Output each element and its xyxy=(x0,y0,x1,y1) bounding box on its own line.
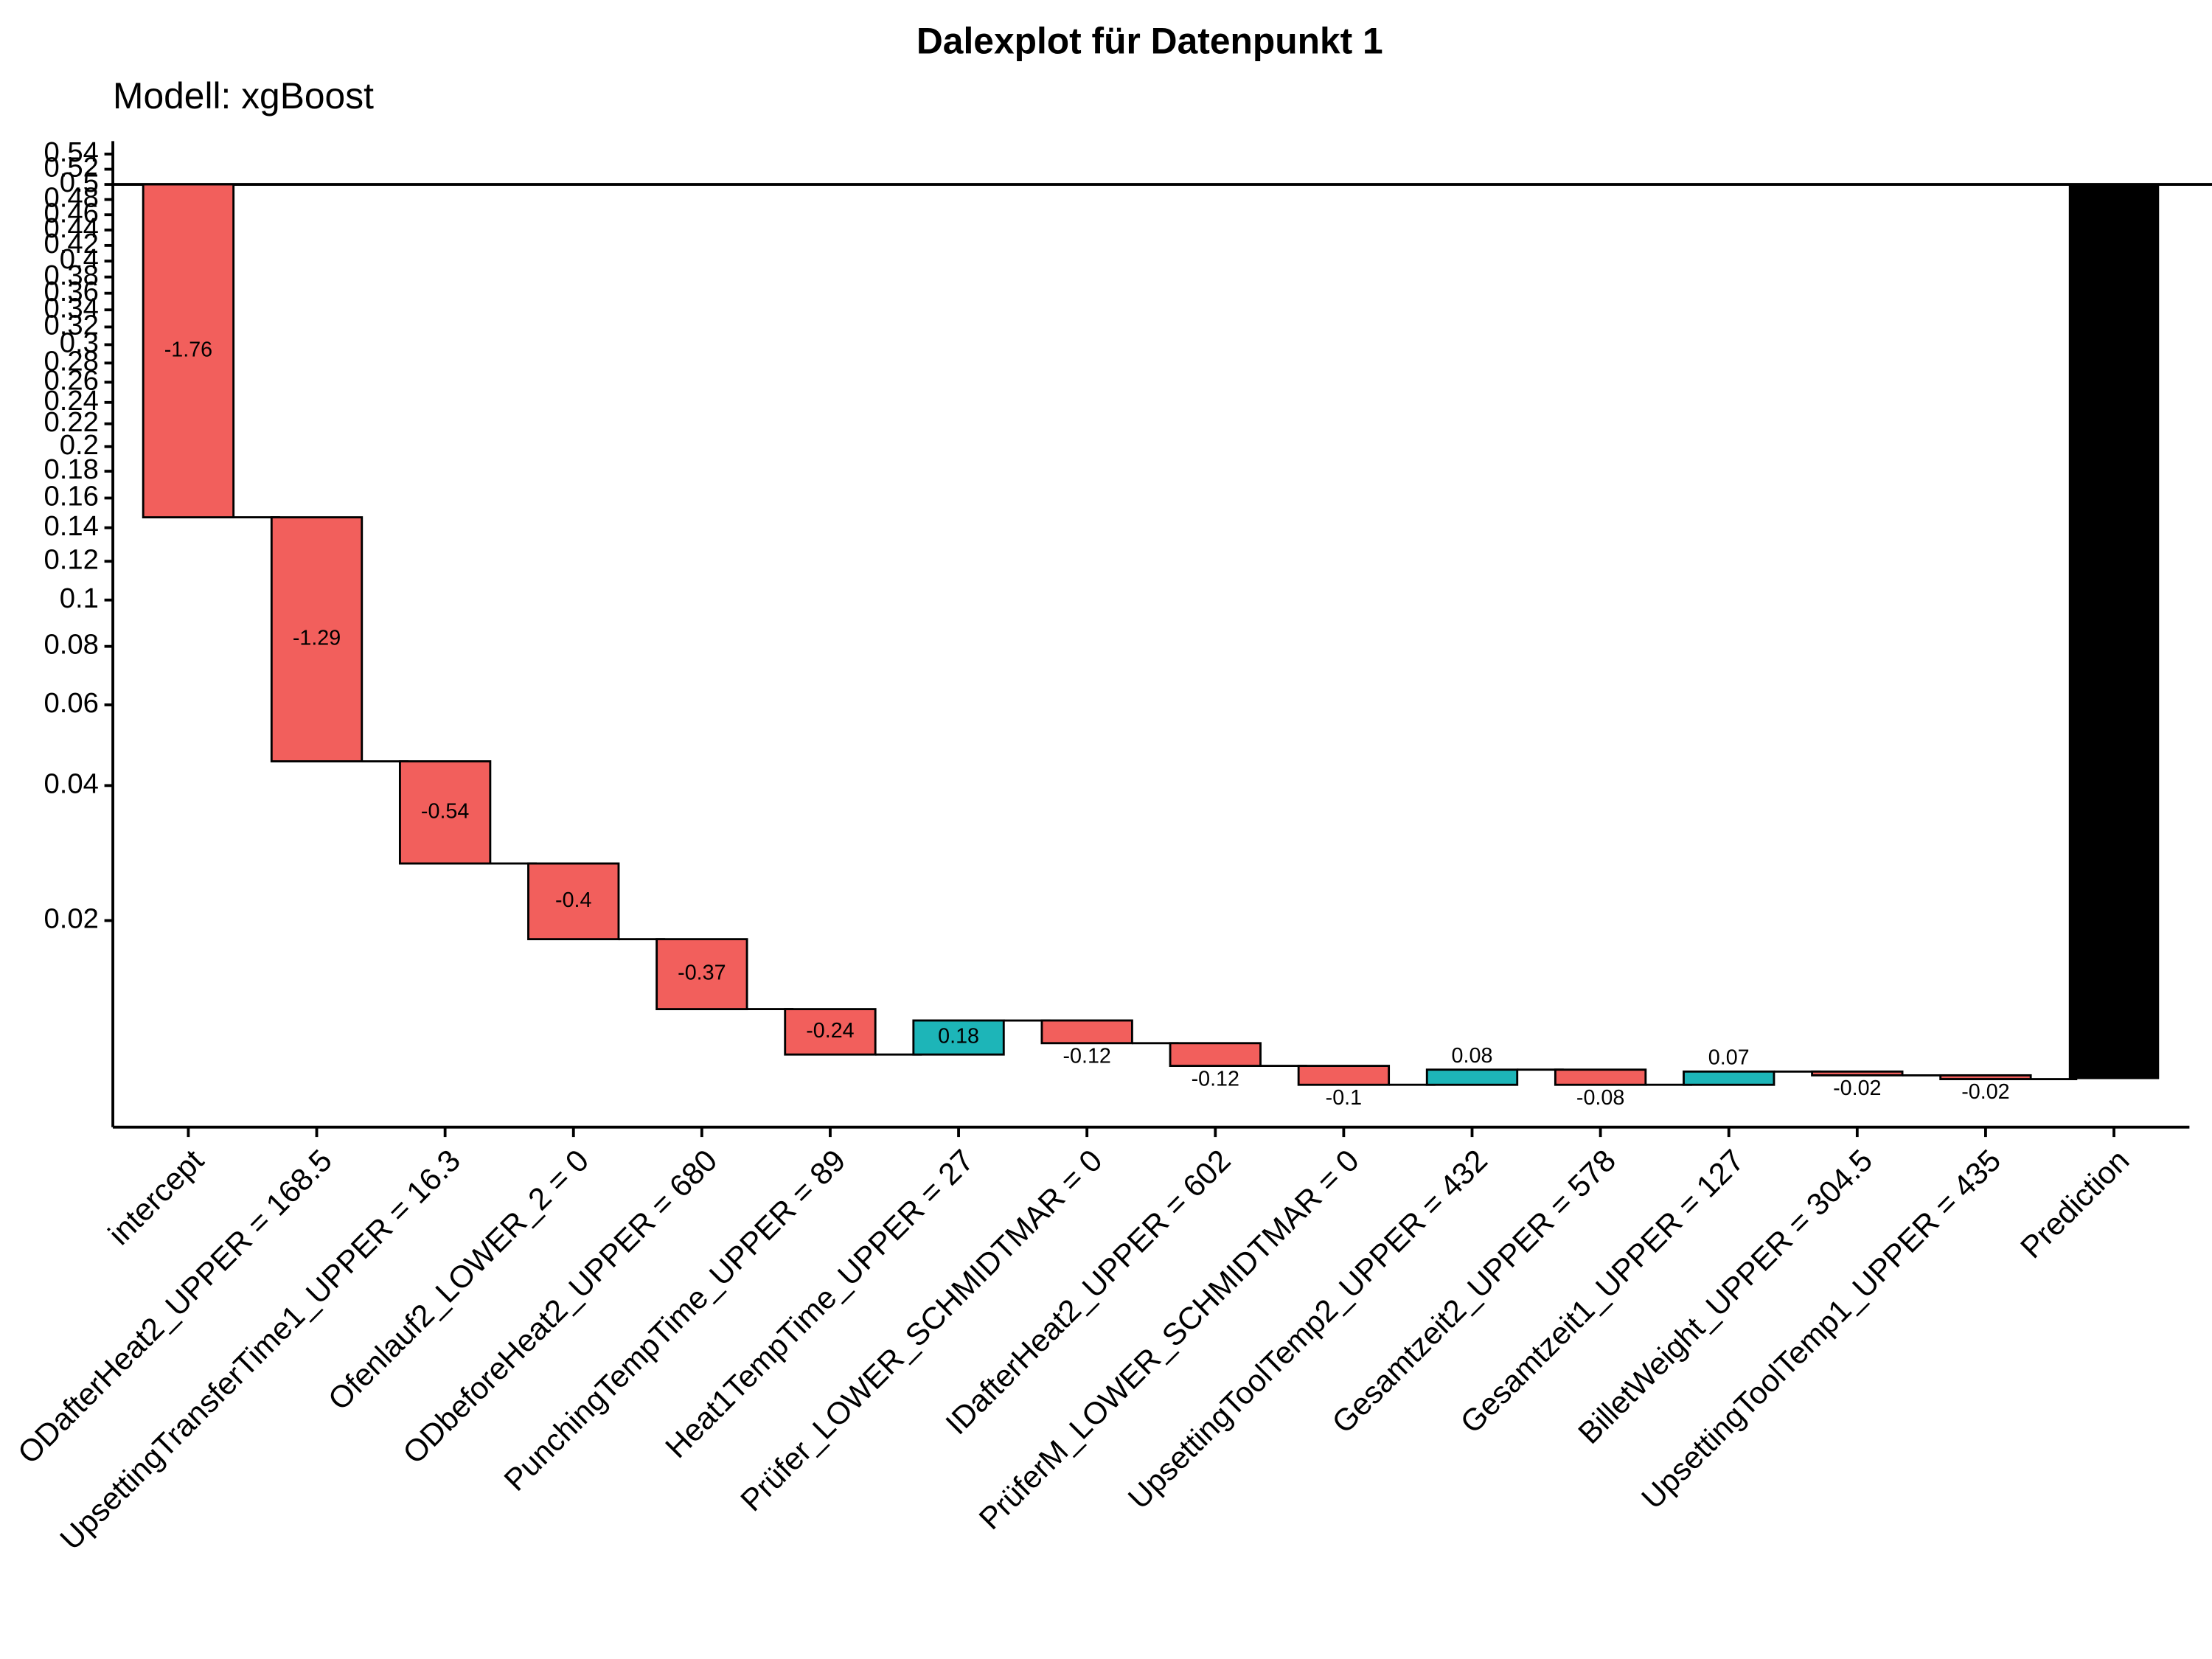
y-tick-label: 0.06 xyxy=(44,687,98,719)
y-tick-label: 0.08 xyxy=(44,629,98,661)
y-tick-label: 0.5 xyxy=(60,167,99,198)
value-label: -0.08 xyxy=(1576,1086,1624,1110)
x-tick-label: intercept xyxy=(102,1143,211,1252)
chart-subtitle: Modell: xgBoost xyxy=(113,75,374,116)
x-tick-label: Prediction xyxy=(2014,1143,2136,1265)
bar xyxy=(1683,1070,1775,1086)
y-tick-label: 0.28 xyxy=(44,345,98,377)
y-tick-label: 0.4 xyxy=(60,243,99,275)
y-tick-label: 0.12 xyxy=(44,543,98,575)
y-tick-label: 0.46 xyxy=(44,197,98,229)
y-tick-label: 0.48 xyxy=(44,182,98,214)
bar xyxy=(784,1008,877,1056)
value-label: -0.02 xyxy=(1961,1080,2009,1104)
bar xyxy=(1040,1019,1133,1045)
y-tick-label: 0.44 xyxy=(44,212,98,244)
y-tick-label: 0.54 xyxy=(44,136,98,168)
value-label: -0.12 xyxy=(1192,1067,1239,1091)
bar xyxy=(527,862,620,941)
y-tick-label: 0.1 xyxy=(60,582,99,614)
value-label: -1.29 xyxy=(293,627,341,650)
y-tick-label: 0.24 xyxy=(44,385,98,417)
bar xyxy=(912,1019,1005,1056)
bar xyxy=(1554,1068,1647,1086)
total-bar xyxy=(2068,184,2160,1079)
bar xyxy=(142,183,235,519)
value-label: -1.76 xyxy=(164,338,212,361)
y-tick-label: 0.18 xyxy=(44,453,98,485)
bar xyxy=(1811,1070,1904,1077)
x-tick-label: Ofenlauf2_LOWER_2 = 0 xyxy=(321,1143,595,1416)
y-tick-label: 0.14 xyxy=(44,510,98,542)
bar xyxy=(398,760,492,865)
value-label: -0.37 xyxy=(678,961,726,985)
y-tick-label: 0.04 xyxy=(44,768,98,799)
bar xyxy=(655,938,748,1011)
y-tick-label: 0.3 xyxy=(60,327,99,359)
bar xyxy=(1425,1068,1519,1086)
bar xyxy=(270,516,364,762)
y-tick-label: 0.34 xyxy=(44,292,98,324)
y-tick-label: 0.42 xyxy=(44,228,98,260)
y-tick-label: 0.36 xyxy=(44,276,98,307)
y-tick-label: 0.2 xyxy=(60,429,99,461)
bar xyxy=(1297,1065,1391,1086)
bar xyxy=(1939,1074,2032,1080)
value-label: -0.02 xyxy=(1833,1077,1881,1100)
y-tick-label: 0.32 xyxy=(44,310,98,341)
value-label: 0.07 xyxy=(1708,1046,1750,1070)
y-tick-label: 0.26 xyxy=(44,365,98,397)
value-label: 0.08 xyxy=(1452,1044,1493,1068)
y-tick-label: 0.22 xyxy=(44,406,98,438)
value-label: -0.1 xyxy=(1326,1086,1362,1110)
y-tick-label: 0.52 xyxy=(44,152,98,184)
value-label: 0.18 xyxy=(938,1025,979,1048)
value-label: -0.12 xyxy=(1062,1045,1110,1068)
bar xyxy=(1169,1042,1262,1068)
y-tick-label: 0.02 xyxy=(44,903,98,935)
value-label: -0.24 xyxy=(806,1019,854,1043)
value-label: -0.4 xyxy=(555,888,591,912)
value-label: -4.73 xyxy=(2090,619,2138,642)
chart-title: Dalexplot für Datenpunkt 1 xyxy=(917,20,1383,61)
value-label: -0.54 xyxy=(421,799,469,823)
y-tick-label: 0.38 xyxy=(44,260,98,291)
y-tick-label: 0.16 xyxy=(44,481,98,512)
